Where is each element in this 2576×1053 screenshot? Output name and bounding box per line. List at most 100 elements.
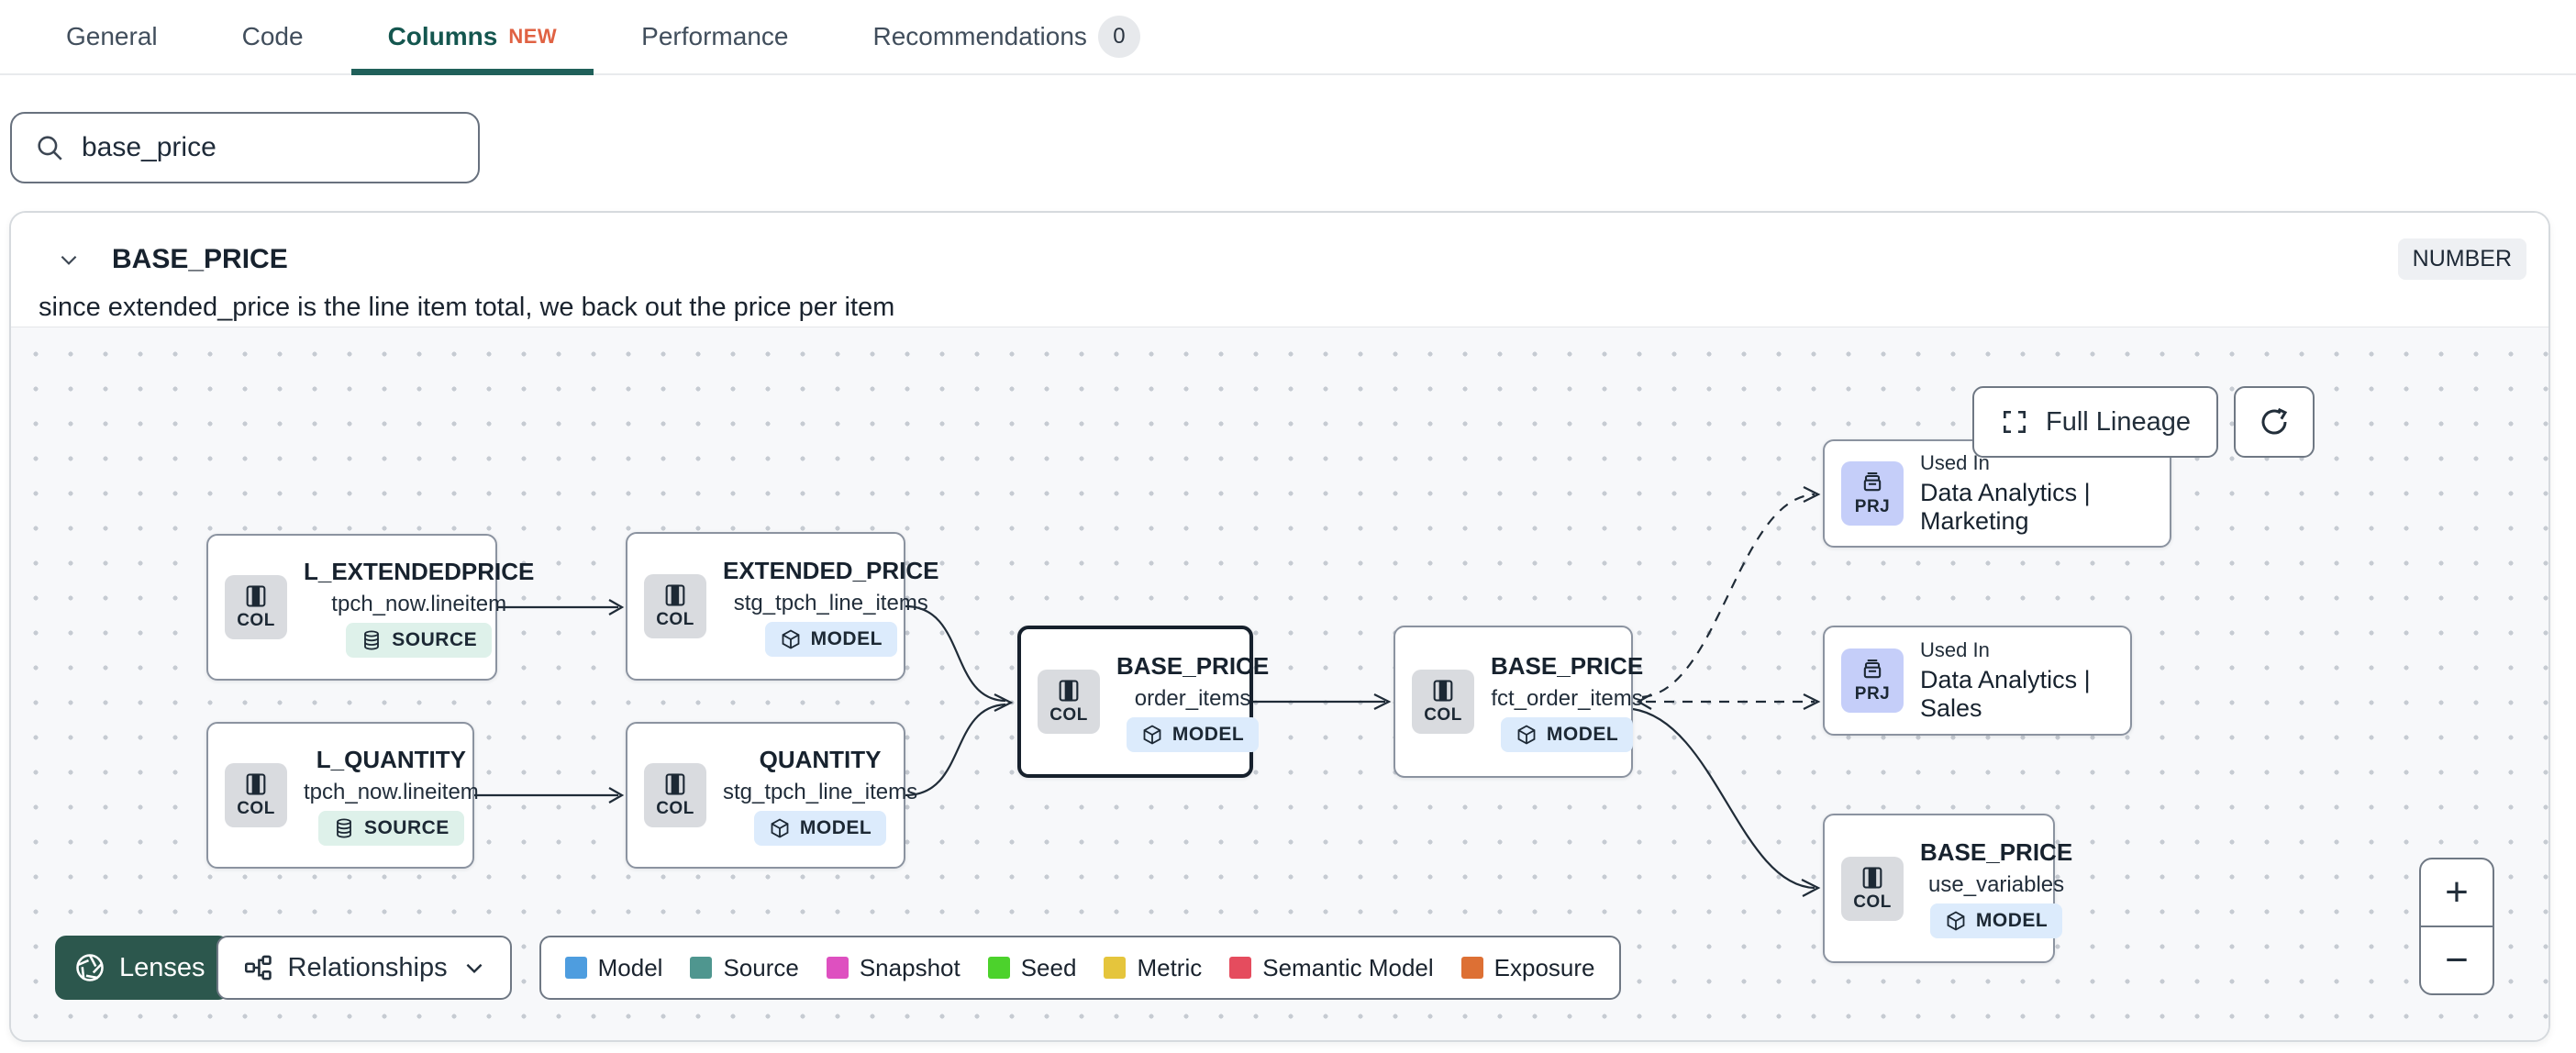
tab-performance[interactable]: Performance	[605, 0, 825, 73]
legend-swatch	[1104, 957, 1127, 979]
legend-item-model: Model	[564, 953, 663, 982]
column-panel: BASE_PRICE NUMBER since extended_price i…	[9, 211, 2550, 1042]
lineage-legend: Model Source Snapshot Seed Metric	[539, 936, 1621, 1000]
column-kind-box: COL	[1412, 670, 1474, 734]
kind-label: PRJ	[1854, 497, 1891, 516]
database-icon	[364, 630, 380, 650]
column-description: since extended_price is the line item to…	[39, 293, 895, 322]
lineage-node-l-extendedprice[interactable]: COL L_EXTENDEDPRICE tpch_now.lineitem SO…	[206, 534, 534, 681]
lens-group: Lenses Relationships	[55, 936, 512, 1000]
model-badge: MODEL	[1126, 716, 1260, 752]
search-input[interactable]	[82, 132, 456, 163]
node-title: L_QUANTITY	[316, 745, 466, 773]
node-subtitle: tpch_now.lineitem	[304, 779, 479, 804]
column-type-badge: NUMBER	[2397, 238, 2526, 280]
column-name: BASE_PRICE	[112, 243, 288, 274]
refresh-button[interactable]	[2234, 386, 2315, 458]
lineage-node-quantity[interactable]: COL QUANTITY stg_tpch_line_items MODEL	[626, 722, 917, 869]
used-in-name: Data Analytics | Sales	[1920, 666, 2091, 722]
node-subtitle: use_variables	[1928, 872, 2065, 897]
kind-label: COL	[237, 799, 275, 818]
legend-label: Semantic Model	[1262, 953, 1434, 981]
node-title: BASE_PRICE	[1920, 838, 2073, 866]
lineage-node-base-price-order-items[interactable]: COL BASE_PRICE order_items MODEL	[1017, 626, 1269, 778]
tab-general[interactable]: General	[29, 0, 194, 73]
tab-label: Code	[241, 22, 304, 50]
legend-swatch	[564, 957, 587, 979]
column-icon	[665, 773, 685, 795]
new-badge: NEW	[508, 25, 558, 48]
node-subtitle: order_items	[1134, 685, 1251, 711]
column-icon	[1862, 866, 1882, 889]
search-icon	[34, 132, 65, 163]
lineage-node-base-price-use-variables[interactable]: COL BASE_PRICE use_variables MODEL	[1823, 814, 2072, 963]
legend-swatch	[1460, 957, 1483, 979]
aperture-icon	[76, 954, 104, 981]
badge-label: SOURCE	[392, 628, 478, 650]
column-icon	[1433, 680, 1453, 702]
zoom-out-button[interactable]: −	[2445, 937, 2469, 982]
badge-label: MODEL	[1975, 910, 2049, 931]
zoom-controls: + −	[2419, 858, 2494, 995]
lineage-canvas[interactable]: COL L_EXTENDEDPRICE tpch_now.lineitem SO…	[11, 327, 2548, 1040]
node-subtitle: fct_order_items	[1491, 685, 1643, 711]
used-in-label: Used In	[1920, 638, 1990, 661]
legend-swatch	[690, 957, 713, 979]
tab-recommendations[interactable]: Recommendations 0	[836, 0, 1176, 73]
chevron-down-icon[interactable]	[57, 248, 81, 272]
tab-label: Columns	[387, 22, 498, 50]
column-kind-box: COL	[644, 574, 706, 638]
canvas-toolbar: Lenses Relationships Model Source	[55, 936, 1621, 1000]
cube-icon	[1517, 724, 1536, 745]
legend-item-exposure: Exposure	[1460, 954, 1595, 982]
kind-label: COL	[656, 799, 694, 818]
legend-label: Model	[597, 953, 663, 981]
column-icon	[246, 773, 266, 795]
cube-icon	[782, 628, 799, 649]
project-icon	[1863, 660, 1882, 679]
node-title: QUANTITY	[759, 745, 882, 773]
search-box[interactable]	[10, 112, 480, 183]
lineage-node-used-in-sales[interactable]: PRJ Used In Data Analytics | Sales	[1823, 626, 2132, 736]
lineage-node-l-quantity[interactable]: COL L_QUANTITY tpch_now.lineitem SOURCE	[206, 722, 479, 869]
tab-columns[interactable]: Columns NEW	[350, 0, 594, 75]
legend-swatch	[826, 957, 849, 979]
cube-icon	[771, 817, 789, 838]
node-subtitle: stg_tpch_line_items	[723, 779, 918, 804]
node-title: EXTENDED_PRICE	[723, 556, 939, 584]
lineage-node-extended-price[interactable]: COL EXTENDED_PRICE stg_tpch_line_items M…	[626, 532, 939, 681]
legend-item-seed: Seed	[987, 954, 1076, 982]
badge-label: MODEL	[1171, 723, 1245, 745]
column-kind-box: COL	[225, 763, 287, 827]
chevron-down-icon	[466, 963, 483, 974]
tab-label: Performance	[641, 22, 789, 50]
model-badge: MODEL	[753, 810, 887, 846]
legend-label: Source	[723, 953, 799, 981]
badge-label: MODEL	[810, 627, 883, 649]
column-icon	[665, 584, 685, 606]
project-kind-box: PRJ	[1841, 648, 1904, 713]
tab-label: General	[66, 22, 158, 50]
relationships-dropdown[interactable]: Relationships	[216, 936, 512, 1000]
node-subtitle: stg_tpch_line_items	[733, 590, 928, 615]
model-badge: MODEL	[1929, 903, 2063, 938]
zoom-in-button[interactable]: +	[2421, 859, 2493, 927]
kind-label: COL	[656, 610, 694, 629]
column-icon	[246, 585, 266, 607]
tab-code[interactable]: Code	[205, 0, 340, 73]
lenses-button[interactable]: Lenses	[55, 936, 229, 1000]
tab-bar: General Code Columns NEW Performance Rec…	[0, 0, 2576, 75]
node-subtitle: tpch_now.lineitem	[331, 591, 507, 616]
legend-swatch	[987, 957, 1010, 979]
project-icon	[1863, 472, 1882, 492]
fullscreen-icon	[2004, 411, 2026, 433]
badge-label: MODEL	[1546, 723, 1619, 745]
node-title: BASE_PRICE	[1116, 651, 1270, 680]
database-icon	[337, 818, 351, 838]
kind-label: COL	[1049, 705, 1088, 725]
full-lineage-button[interactable]: Full Lineage	[1972, 386, 2218, 458]
kind-label: PRJ	[1854, 684, 1891, 704]
lineage-node-base-price-fct-order-items[interactable]: COL BASE_PRICE fct_order_items MODEL	[1393, 626, 1643, 778]
count-badge: 0	[1097, 16, 1140, 58]
legend-item-semantic-model: Semantic Model	[1229, 953, 1434, 982]
